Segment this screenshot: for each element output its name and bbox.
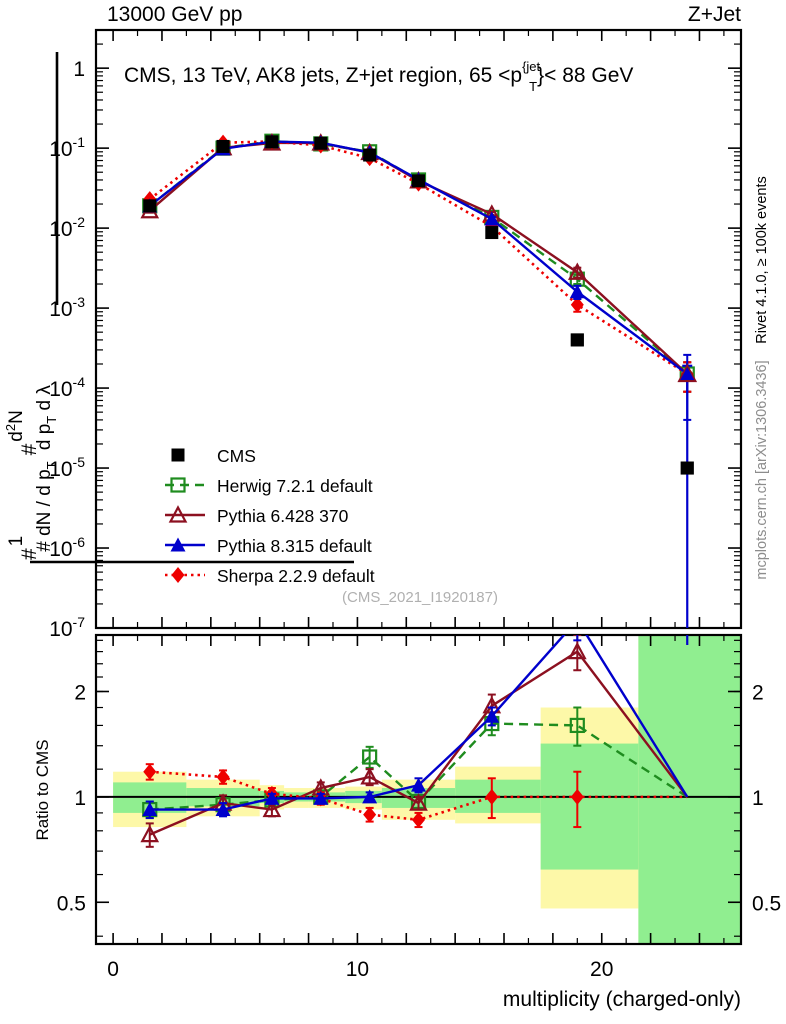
y-label-text: #1 # dN / d pT#d2Nd pT d λ <box>3 385 59 560</box>
ratio-clipped <box>140 635 689 848</box>
ratio-y-axis-label: Ratio to CMS <box>33 739 52 840</box>
main-panel-frame <box>94 28 743 630</box>
marker-triangle-filled <box>142 802 158 817</box>
marker-square-open <box>362 749 378 765</box>
marker-square-filled <box>171 448 185 462</box>
main-y-axis: 110-110-210-310-410-510-610-7 <box>49 29 741 641</box>
legend-item-3[interactable]: Pythia 8.315 default <box>165 536 372 556</box>
marker-triangle-open <box>567 641 587 660</box>
marker-triangle-open <box>567 262 587 280</box>
marker-diamond-filled <box>363 806 377 823</box>
panel-frames <box>94 28 743 946</box>
marker-triangle-open <box>140 824 160 843</box>
marker-diamond-filled <box>485 788 499 805</box>
marker-square-open <box>170 477 186 493</box>
marker-triangle-open <box>168 505 188 523</box>
legend-item-4[interactable]: Sherpa 2.2.9 default <box>165 566 375 586</box>
legend-item-1[interactable]: Herwig 7.2.1 default <box>165 476 373 496</box>
ratio-band-green <box>540 743 639 870</box>
marker-triangle-filled <box>680 366 695 380</box>
marker-triangle-filled <box>569 284 585 299</box>
ratio-y-tick-label-right: 2 <box>752 681 764 704</box>
marker-triangle-filled <box>484 708 500 723</box>
ratio-y-tick-label-right: 0.5 <box>752 892 781 915</box>
x-tick-label: 10 <box>346 958 369 981</box>
legend-item-0[interactable]: CMS <box>171 446 256 466</box>
marker-square-filled <box>314 136 328 150</box>
marker-diamond-filled <box>570 296 584 313</box>
ratio-y-tick-label: 0.5 <box>57 892 86 915</box>
marker-diamond-filled <box>412 811 425 828</box>
marker-diamond-filled <box>216 768 230 785</box>
marker-triangle-filled <box>411 777 426 792</box>
y-label-rot: #1 # dN / d pT#d2Nd pT d λ <box>3 385 354 564</box>
ratio-y-tick-label-right: 1 <box>752 787 764 810</box>
header-right-label: Z+Jet <box>688 3 741 26</box>
marker-square-filled <box>412 174 425 188</box>
legend-label: CMS <box>217 446 256 466</box>
main-y-axis-label: #1 # dN / d pT#d2Nd pT d λ <box>3 385 354 564</box>
header-row: 13000 GeV pp Z+Jet <box>107 3 741 26</box>
marker-diamond-filled <box>171 567 185 583</box>
header-left-label: 13000 GeV pp <box>107 3 242 26</box>
ratio-series-3 <box>142 635 689 820</box>
marker-triangle-open <box>360 767 379 785</box>
legend-label: Sherpa 2.2.9 default <box>217 566 375 586</box>
main-title: CMS, 13 TeV, AK8 jets, Z+jet region, 65 … <box>124 59 633 94</box>
x-tick-label: 20 <box>590 958 613 981</box>
side-label-rivet: Rivet 4.1.0, ≥ 100k events <box>754 176 770 344</box>
y-tick-label: 10-1 <box>49 134 85 161</box>
ratio-panel-frame <box>94 633 743 946</box>
x-axis-label: multiplicity (charged-only) <box>503 988 741 1011</box>
marker-triangle-open <box>677 363 698 383</box>
marker-square-filled <box>143 199 157 213</box>
marker-square-filled <box>265 135 279 149</box>
ratio-y-tick-label: 1 <box>74 787 86 810</box>
ratio-series-group <box>140 635 689 848</box>
marker-triangle-open <box>409 793 428 811</box>
marker-triangle-filled <box>313 790 329 805</box>
marker-square-filled <box>485 226 499 240</box>
y-tick-label: 10-3 <box>49 294 85 321</box>
y-tick-label: 10-7 <box>49 614 85 641</box>
legend: CMS Herwig 7.2.1 default Pythia 6.428 370 P… <box>165 446 375 586</box>
marker-diamond-filled <box>143 763 157 780</box>
legend-label: Pythia 6.428 370 <box>217 506 349 526</box>
marker-triangle-filled <box>215 802 231 817</box>
legend-item-2[interactable]: Pythia 6.428 370 <box>165 505 349 526</box>
ratio-y-tick-label: 2 <box>74 681 86 704</box>
marker-square-open <box>569 717 585 734</box>
marker-triangle-filled <box>170 537 186 552</box>
marker-square-filled <box>363 148 377 162</box>
main-series-group <box>140 133 698 628</box>
legend-label: Herwig 7.2.1 default <box>217 476 373 496</box>
marker-square-filled <box>570 333 584 347</box>
marker-triangle-open <box>262 799 282 818</box>
ratio-band-green <box>638 635 741 944</box>
legend-label: Pythia 8.315 default <box>217 536 372 556</box>
side-label-mcplots: mcplots.cern.ch [arXiv:1306.3436] <box>754 360 770 579</box>
marker-diamond-filled <box>570 788 584 805</box>
main-x-axis <box>112 30 725 628</box>
watermark-label: (CMS_2021_I1920187) <box>342 589 498 606</box>
marker-triangle-filled <box>264 790 280 805</box>
ratio-uncertainty-bands <box>113 635 741 944</box>
x-tick-label: 0 <box>107 958 119 981</box>
marker-triangle-filled <box>484 211 500 226</box>
y-tick-label: 10-2 <box>49 214 85 241</box>
y-tick-label: 1 <box>73 58 85 81</box>
marker-triangle-filled <box>362 789 378 804</box>
main-title-text: CMS, 13 TeV, AK8 jets, Z+jet region, 65 … <box>124 59 633 94</box>
marker-square-filled <box>680 461 694 475</box>
marker-square-filled <box>216 139 230 153</box>
